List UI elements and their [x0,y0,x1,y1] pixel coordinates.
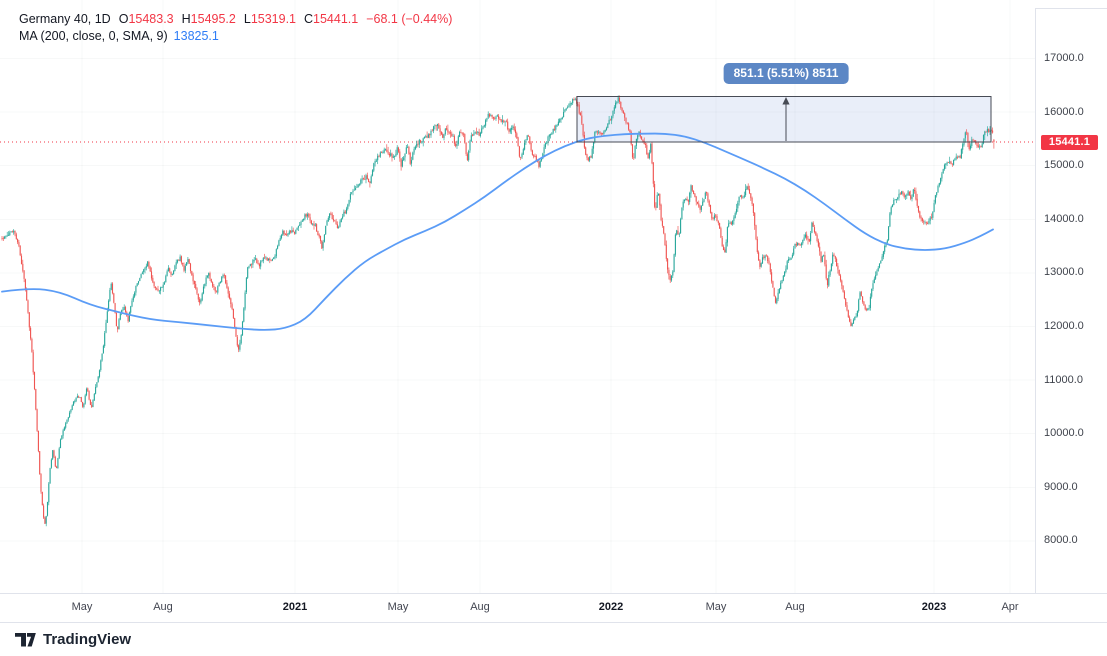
price-tick-label: 11000.0 [1044,373,1083,386]
price-tick-label: 12000.0 [1044,320,1084,332]
time-tick-month: Aug [785,601,805,613]
price-tick-label: 10000.0 [1044,427,1084,440]
ohlc-close: C15441.1 [304,12,359,26]
price-tick-label: 15000.0 [1044,159,1084,172]
time-tick-year: 2021 [282,601,308,613]
price-tick-label: 8000.0 [1044,534,1078,547]
time-tick-month: Aug [153,601,173,613]
time-tick-month: Aug [470,601,490,613]
measure-tool[interactable] [576,95,992,143]
price-axis-border [1035,8,1036,622]
symbol-legend-row: Germany 40, 1D O15483.3 H15495.2 L15319.1 C1… [19,11,452,28]
legend: Germany 40, 1D O15483.3 H15495.2 L15319.1 C1… [19,11,452,45]
down-candle-bodies [1,97,995,524]
price-tick-label: 17000.0 [1044,52,1084,64]
up-candle-wicks [4,95,991,527]
pane-top-border [1035,8,1107,9]
change-value: −68.1 (−0.44%) [366,12,453,26]
symbol-title[interactable]: Germany 40, 1D [19,12,111,26]
price-axis[interactable]: 17000.0 16000.0 15000.0 14000.0 13000.0 12000… [1036,0,1107,593]
price-chart-canvas[interactable] [0,0,1035,593]
ma-legend-row[interactable]: MA (200, close, 0, SMA, 9) 13825.1 [19,28,452,45]
price-tick-label: 14000.0 [1044,212,1084,225]
ohlc-open: O15483.3 [118,12,174,26]
last-price-label: 15441.1 [1041,134,1098,150]
time-tick-month: Apr [1001,601,1019,613]
tradingview-logo-icon [15,632,36,647]
measure-tool-label[interactable]: 851.1 (5.51%) 8511 [723,63,849,84]
ohlc-low: L15319.1 [243,12,296,26]
price-tick-label: 9000.0 [1044,480,1078,493]
ohlc-high: H15495.2 [181,12,236,26]
ma-indicator-value: 13825.1 [173,29,219,43]
time-tick-year: 2022 [598,601,624,613]
price-tick-label: 13000.0 [1044,266,1084,279]
time-tick-month: May [71,601,93,613]
time-tick-year: 2023 [921,601,947,613]
ma-indicator-label: MA (200, close, 0, SMA, 9) [19,29,168,43]
tradingview-logo-text: TradingView [43,631,132,648]
up-candle-bodies [4,97,991,524]
measure-arrow-head [782,96,790,105]
down-candle-wicks [1,95,995,525]
time-axis[interactable]: May Aug 2021 May Aug 2022 May Aug 2023 Apr [0,593,1107,623]
price-tick-label: 16000.0 [1044,105,1084,118]
time-tick-month: May [387,601,409,613]
tradingview-logo[interactable]: TradingView [15,631,131,648]
time-tick-month: May [705,601,727,613]
candles [1,95,995,527]
grid-lines [0,0,1035,593]
ma-200-line [1,132,994,331]
